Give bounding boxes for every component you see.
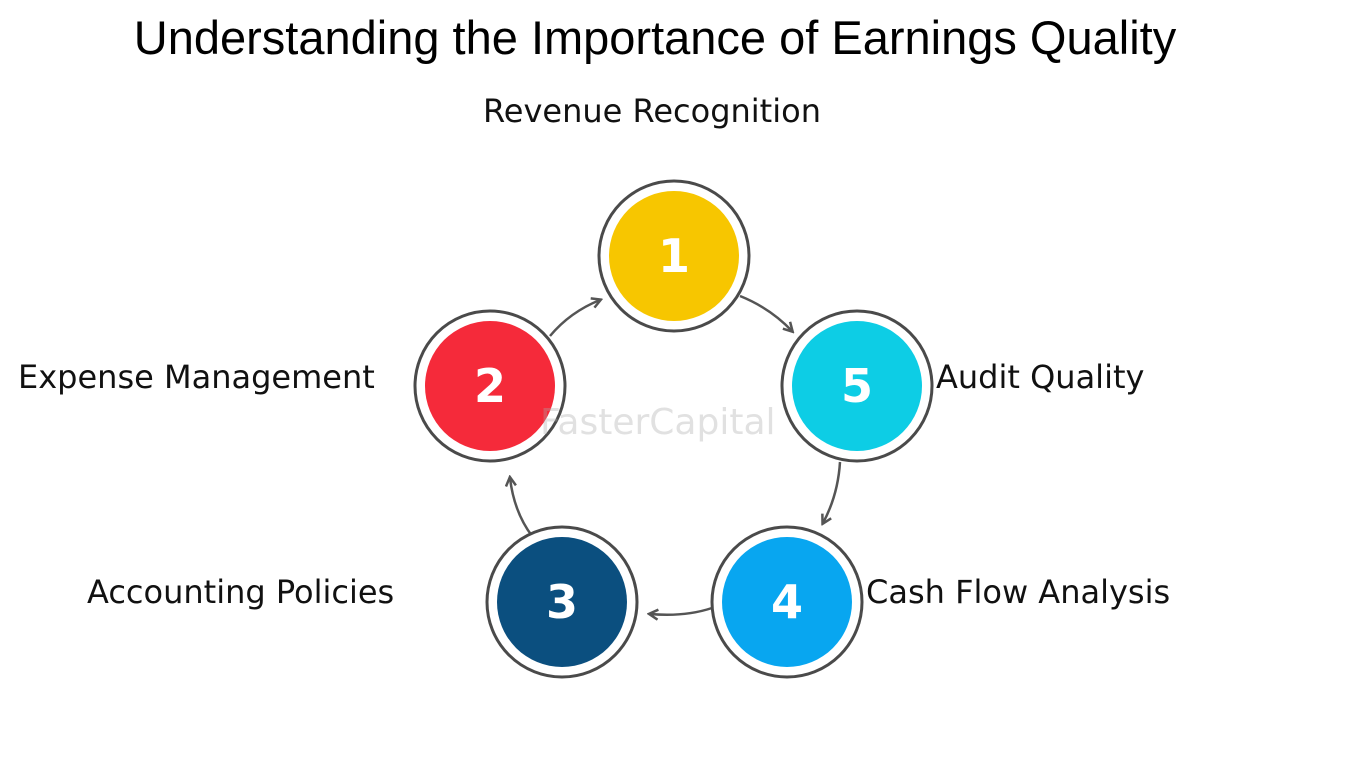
step-4-node: 4 xyxy=(712,527,862,677)
arrow-5-to-4 xyxy=(823,462,840,523)
step-3-number: 3 xyxy=(546,575,578,629)
step-1-number: 1 xyxy=(658,229,690,283)
arrow-2-to-1 xyxy=(550,300,600,336)
step-5-node: 5 xyxy=(782,311,932,461)
step-4-number: 4 xyxy=(771,575,803,629)
step-1-node: 1 xyxy=(599,181,749,331)
arrow-4-to-3 xyxy=(650,608,712,615)
watermark-logo: FasterCapital xyxy=(540,402,776,443)
arrow-1-to-5 xyxy=(740,296,792,331)
step-5-number: 5 xyxy=(841,359,873,413)
step-3-node: 3 xyxy=(487,527,637,677)
step-2-number: 2 xyxy=(474,359,506,413)
arrow-3-to-2 xyxy=(510,478,532,536)
